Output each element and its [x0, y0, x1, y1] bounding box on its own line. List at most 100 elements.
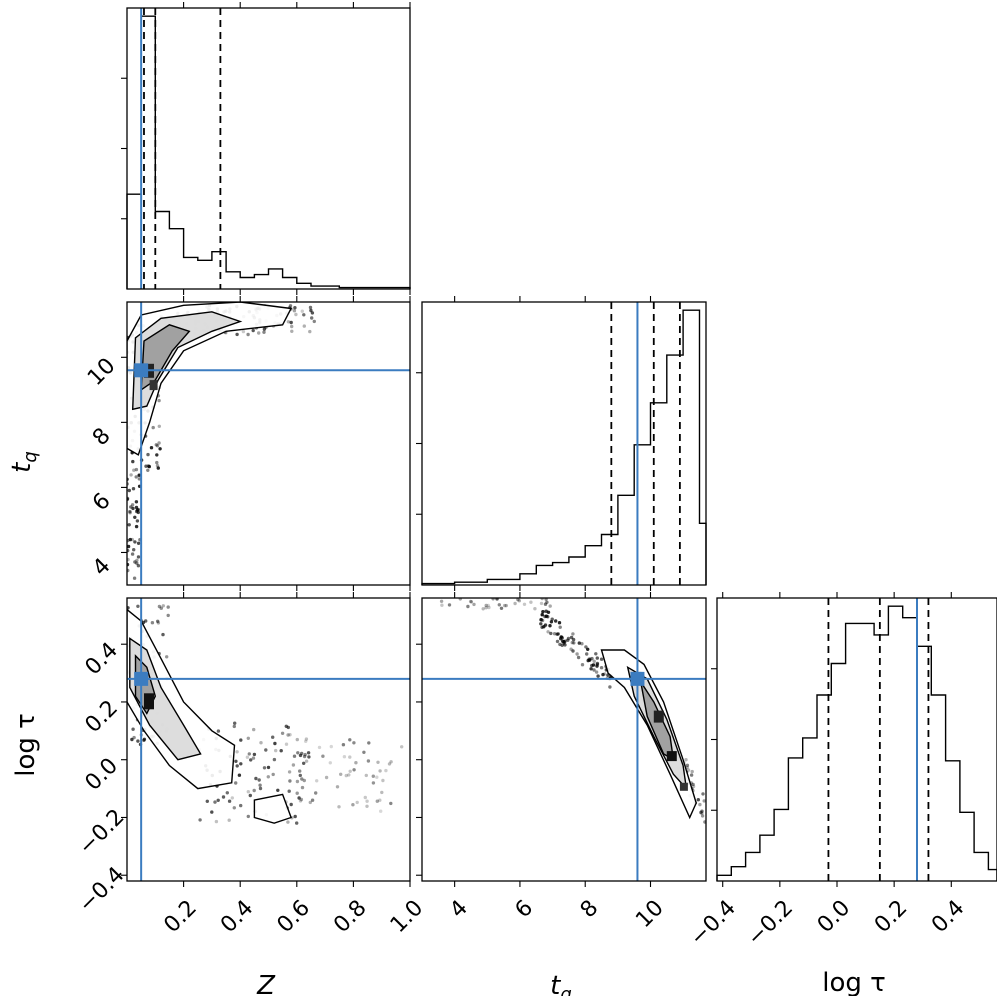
scatter-point	[165, 655, 169, 659]
histogram-log_tau	[716, 605, 997, 881]
scatter-point	[594, 652, 598, 656]
scatter-point	[151, 425, 155, 430]
y-axis-label-tq: tq	[7, 451, 41, 473]
scatter-point	[344, 773, 348, 778]
scatter-point	[234, 759, 238, 763]
scatter-point	[287, 770, 292, 774]
scatter-point	[702, 799, 706, 803]
scatter-point	[691, 784, 696, 789]
scatter-point	[134, 524, 139, 529]
scatter-point	[237, 773, 242, 777]
scatter-point	[259, 741, 263, 745]
scatter-point	[157, 604, 162, 609]
scatter-point	[557, 621, 562, 625]
scatter-point	[337, 805, 341, 809]
scatter-point	[292, 309, 297, 313]
scatter-point	[198, 818, 202, 822]
scatter-point	[696, 798, 700, 802]
scatter-point	[127, 606, 130, 610]
scatter-point	[279, 749, 283, 753]
scatter-point	[315, 779, 319, 783]
scatter-point	[254, 776, 258, 781]
panel-frame-r0c0	[126, 7, 411, 290]
density-block	[666, 751, 677, 762]
scatter-point	[235, 332, 239, 337]
scatter-point	[230, 796, 234, 800]
scatter-point	[235, 750, 239, 754]
scatter-point	[146, 468, 150, 472]
scatter-point	[571, 632, 575, 636]
density-block	[679, 782, 688, 791]
scatter-point	[262, 330, 266, 334]
scatter-point	[595, 661, 600, 666]
scatter-point	[544, 614, 549, 618]
scatter-point	[348, 755, 352, 759]
histograms	[126, 8, 997, 881]
scatter-point	[271, 735, 275, 739]
panel-frame-r1c0	[126, 301, 411, 586]
scatter-point	[288, 779, 292, 783]
panel-frame-r2c0	[126, 597, 411, 882]
scatter-point	[541, 610, 545, 614]
scatter-point	[690, 769, 694, 774]
scatter-point	[595, 664, 599, 668]
scatter-point	[469, 600, 473, 604]
scatter-point	[484, 606, 488, 610]
scatter-point	[303, 752, 307, 757]
contour-level-0	[600, 649, 697, 820]
scatter-point	[580, 642, 584, 646]
scatter-point	[351, 803, 355, 807]
scatter-point	[584, 645, 588, 649]
x-tick-label-Z: 0.4	[216, 896, 258, 938]
scatter-point	[136, 604, 140, 608]
scatter-point	[290, 324, 294, 329]
scatter-point	[558, 642, 562, 647]
scatter-point	[685, 763, 690, 767]
scatter-point	[308, 800, 312, 805]
x-axis-label-tq: tq	[550, 971, 572, 996]
panel-frame-r2c1	[421, 597, 707, 882]
density-z-vs-logtau	[127, 604, 404, 825]
scatter-point	[539, 618, 543, 622]
scatter-point	[308, 329, 312, 334]
scatter-point	[149, 446, 154, 450]
scatter-point	[264, 748, 268, 752]
x-tick-label-log_tau: 0.4	[927, 896, 969, 938]
scatter-point	[371, 781, 376, 785]
x-tick-label-log_tau: 0.0	[813, 896, 855, 938]
scatter-point	[513, 601, 517, 606]
scatter-point	[302, 761, 306, 765]
scatter-point	[328, 761, 332, 765]
scatter-point	[300, 785, 305, 790]
scatter-point	[205, 799, 209, 803]
scatter-point	[556, 632, 560, 636]
scatter-point	[302, 778, 306, 783]
scatter-point	[133, 540, 137, 544]
scatter-point	[134, 467, 139, 472]
histogram-t_q	[421, 309, 707, 585]
scatter-point	[699, 810, 703, 815]
density-tq-vs-logtau	[439, 598, 706, 824]
scatter-point	[131, 727, 135, 731]
scatter-point	[375, 775, 379, 779]
scatter-point	[155, 444, 160, 448]
scatter-point	[309, 308, 313, 313]
scatter-point	[155, 453, 159, 457]
scatter-point	[257, 778, 261, 782]
scatter-point	[486, 603, 490, 608]
scatter-point	[273, 741, 277, 746]
scatter-point	[576, 655, 581, 660]
scatter-point	[286, 320, 291, 324]
scatter-point	[592, 668, 596, 672]
scatter-point	[280, 731, 285, 735]
scatter-point	[314, 791, 318, 795]
scatter-point	[128, 537, 132, 542]
scatter-point	[271, 772, 275, 777]
x-tick-label-t_q: 4	[445, 896, 473, 924]
scatter-point	[298, 799, 303, 803]
scatter-point	[156, 621, 161, 625]
scatter-point	[575, 652, 579, 656]
truth-marker-t_q-log_tau	[630, 671, 645, 686]
scatter-point	[571, 649, 575, 653]
scatter-point	[550, 617, 554, 621]
